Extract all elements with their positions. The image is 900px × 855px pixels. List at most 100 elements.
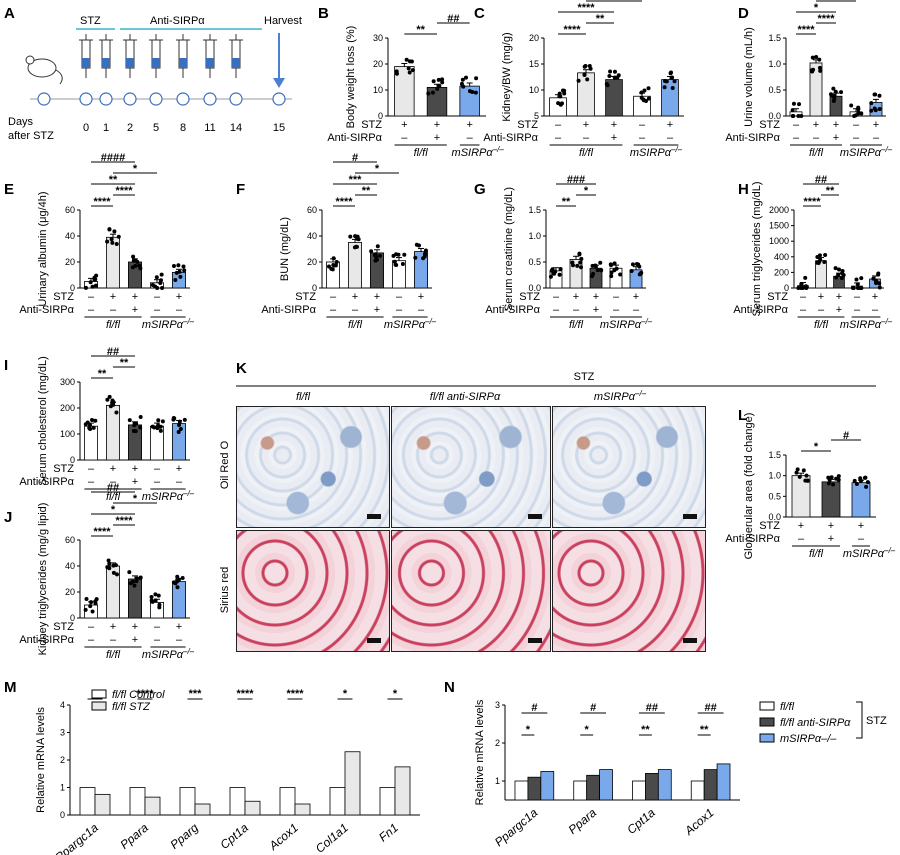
data-point xyxy=(85,420,90,425)
data-point xyxy=(672,79,677,84)
data-point xyxy=(107,394,112,399)
bar xyxy=(329,787,346,816)
panel-letter-l: L xyxy=(738,407,747,424)
panel-a-timeline: STZ Anti-SIRPα Harvest Days after STZ 0 1… xyxy=(8,15,302,142)
panel-letter-k: K xyxy=(236,360,247,377)
y-tick-label: 0.0 xyxy=(768,111,781,121)
data-point xyxy=(149,595,154,600)
data-point xyxy=(156,423,161,428)
stz-row-label: STZ xyxy=(361,119,382,131)
stz-sign: – xyxy=(88,291,95,303)
stz-sign: + xyxy=(813,119,819,131)
stz-sign: – xyxy=(154,463,161,475)
data-point xyxy=(105,397,110,402)
data-point xyxy=(400,261,405,266)
legend-swatch xyxy=(759,733,775,743)
data-point xyxy=(158,428,163,433)
stz-sign: + xyxy=(872,291,878,303)
anti-sign: – xyxy=(396,304,403,316)
data-point xyxy=(133,263,138,268)
significance-label: **** xyxy=(115,515,133,527)
legend-label: fl/fl anti-SIRPα xyxy=(780,717,851,729)
y-tick-label: 2000 xyxy=(769,205,789,215)
data-point xyxy=(670,75,675,80)
anti-row-label: Anti-SIRPα xyxy=(19,476,74,488)
significance-label: **** xyxy=(115,185,133,197)
significance-label: ## xyxy=(646,702,658,714)
data-point xyxy=(88,604,93,609)
data-point xyxy=(83,607,88,612)
significance-label: * xyxy=(834,0,839,3)
data-point xyxy=(877,281,882,286)
micrograph-sirius-flfl-anti xyxy=(391,530,551,652)
day-label: 8 xyxy=(180,122,186,134)
data-point xyxy=(831,86,836,91)
stz-sign: + xyxy=(798,520,804,532)
data-point xyxy=(423,248,428,253)
data-point xyxy=(576,78,581,83)
anti-sign: – xyxy=(154,476,161,488)
y-tick-label: 3 xyxy=(60,728,65,738)
syringe-icon xyxy=(99,34,113,78)
data-point xyxy=(816,261,821,266)
data-point xyxy=(109,237,114,242)
significance-label: **** xyxy=(136,688,154,700)
data-point xyxy=(127,570,132,575)
data-point xyxy=(856,110,861,115)
bar xyxy=(84,425,99,461)
stz-sign: + xyxy=(466,119,472,131)
significance-label: **** xyxy=(803,196,821,208)
data-point xyxy=(171,263,176,268)
data-point xyxy=(637,264,642,269)
data-point xyxy=(178,274,183,279)
data-point xyxy=(803,275,808,280)
data-point xyxy=(618,272,623,277)
data-point xyxy=(796,285,801,290)
data-point xyxy=(404,57,409,62)
anti-sign: – xyxy=(853,132,860,144)
bar xyxy=(379,787,396,816)
significance-label: *** xyxy=(349,174,363,186)
day-label: 0 xyxy=(83,122,89,134)
anti-sign: – xyxy=(613,304,620,316)
group-label-flfl: fl/fl xyxy=(814,319,829,331)
gene-label: Cpt1a xyxy=(624,805,658,837)
anti-sign: – xyxy=(555,132,562,144)
data-point xyxy=(877,285,882,290)
data-point xyxy=(114,410,119,415)
y-tick-label: 300 xyxy=(60,377,75,387)
data-point xyxy=(114,242,119,247)
data-point xyxy=(809,68,814,73)
data-point xyxy=(642,88,647,93)
anti-sign: – xyxy=(154,634,161,646)
data-point xyxy=(173,581,178,586)
stz-sign: + xyxy=(132,291,138,303)
y-axis-label: Urinary albumin (μg/4h) xyxy=(37,191,49,306)
stz-sign: + xyxy=(132,463,138,475)
data-point xyxy=(560,88,565,93)
bar xyxy=(573,780,588,801)
data-point xyxy=(854,277,859,282)
data-point xyxy=(84,596,89,601)
data-point xyxy=(435,86,440,91)
data-point xyxy=(88,280,93,285)
panel-letter-n: N xyxy=(444,679,455,696)
data-point xyxy=(175,585,180,590)
data-point xyxy=(156,418,161,423)
y-tick-label: 1.5 xyxy=(528,205,541,215)
data-point xyxy=(646,86,651,91)
data-point xyxy=(88,423,93,428)
data-point xyxy=(668,71,673,76)
significance-label: * xyxy=(814,441,819,453)
legend-label: fl/fl xyxy=(780,701,795,713)
data-point xyxy=(132,583,137,588)
group-label-msirpa: mSIRPα–/– xyxy=(843,546,896,560)
data-point xyxy=(171,415,176,420)
anti-sign: – xyxy=(873,132,880,144)
data-point xyxy=(796,114,801,118)
anti-sign: – xyxy=(633,304,640,316)
anti-sign: – xyxy=(553,304,560,316)
k-row1-label: Oil Red O xyxy=(219,440,231,489)
days-label: Days xyxy=(8,116,34,128)
